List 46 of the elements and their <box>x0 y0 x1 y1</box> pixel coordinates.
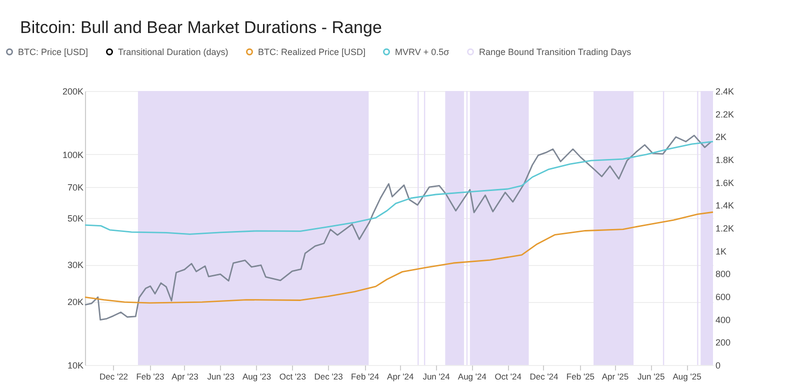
y2-tick-label: 600 <box>716 292 731 302</box>
y-tick-label: 50K <box>67 213 84 224</box>
x-tick-label: Apr '24 <box>387 372 414 382</box>
x-tick-label: Aug '23 <box>242 372 272 382</box>
y2-tick-label: 800 <box>716 269 731 280</box>
x-tick-label: Apr '25 <box>602 372 629 382</box>
x-tick-label: Dec '22 <box>99 372 128 382</box>
y2-tick-label: 1K <box>716 246 727 256</box>
legend-label: MVRV + 0.5σ <box>395 46 450 57</box>
legend-label: Transitional Duration (days) <box>118 46 228 57</box>
y2-tick-label: 1.6K <box>716 178 734 188</box>
line-series <box>84 211 714 304</box>
x-tick-label: Jun '24 <box>422 372 450 382</box>
x-tick-label: Feb '23 <box>136 372 165 382</box>
legend-label: Range Bound Transition Trading Days <box>479 46 632 57</box>
x-tick-label: Aug '24 <box>458 372 487 382</box>
y2-tick-label: 400 <box>716 314 731 325</box>
y2-tick-label: 1.4K <box>716 200 734 211</box>
x-tick-label: Dec '24 <box>530 372 559 382</box>
x-tick-label: Jun '25 <box>638 372 665 382</box>
y-tick-label: 20K <box>67 297 84 308</box>
x-tick-label: Oct '23 <box>279 372 306 382</box>
y-tick-label: 200K <box>62 86 84 96</box>
y-tick-label: 30K <box>67 260 84 270</box>
legend-label: BTC: Realized Price [USD] <box>258 46 366 57</box>
y2-tick-label: 200 <box>716 338 731 348</box>
y-tick-label: 70K <box>67 182 84 193</box>
x-tick-label: Oct '24 <box>494 372 522 382</box>
line-series <box>84 134 712 320</box>
y-tick-label: 10K <box>67 360 84 370</box>
y2-tick-label: 0 <box>716 360 721 370</box>
x-tick-label: Aug '25 <box>672 372 702 382</box>
x-tick-label: Dec '23 <box>314 372 344 382</box>
legend-label: BTC: Price [USD] <box>18 46 88 57</box>
x-tick-label: Feb '24 <box>351 372 380 382</box>
x-tick-label: Feb '25 <box>566 372 595 382</box>
x-tick-label: Apr '23 <box>172 372 199 382</box>
y2-tick-label: 2K <box>716 132 727 142</box>
y2-tick-label: 2.2K <box>716 109 734 120</box>
chart-title: Bitcoin: Bull and Bear Market Durations - Range <box>20 18 382 37</box>
y2-tick-label: 2.4K <box>716 86 734 96</box>
y2-tick-label: 1.2K <box>716 224 734 234</box>
line-series <box>84 140 714 235</box>
x-tick-label: Jun '23 <box>207 372 235 382</box>
y-tick-label: 100K <box>62 150 84 160</box>
y2-tick-label: 1.8K <box>716 155 734 165</box>
